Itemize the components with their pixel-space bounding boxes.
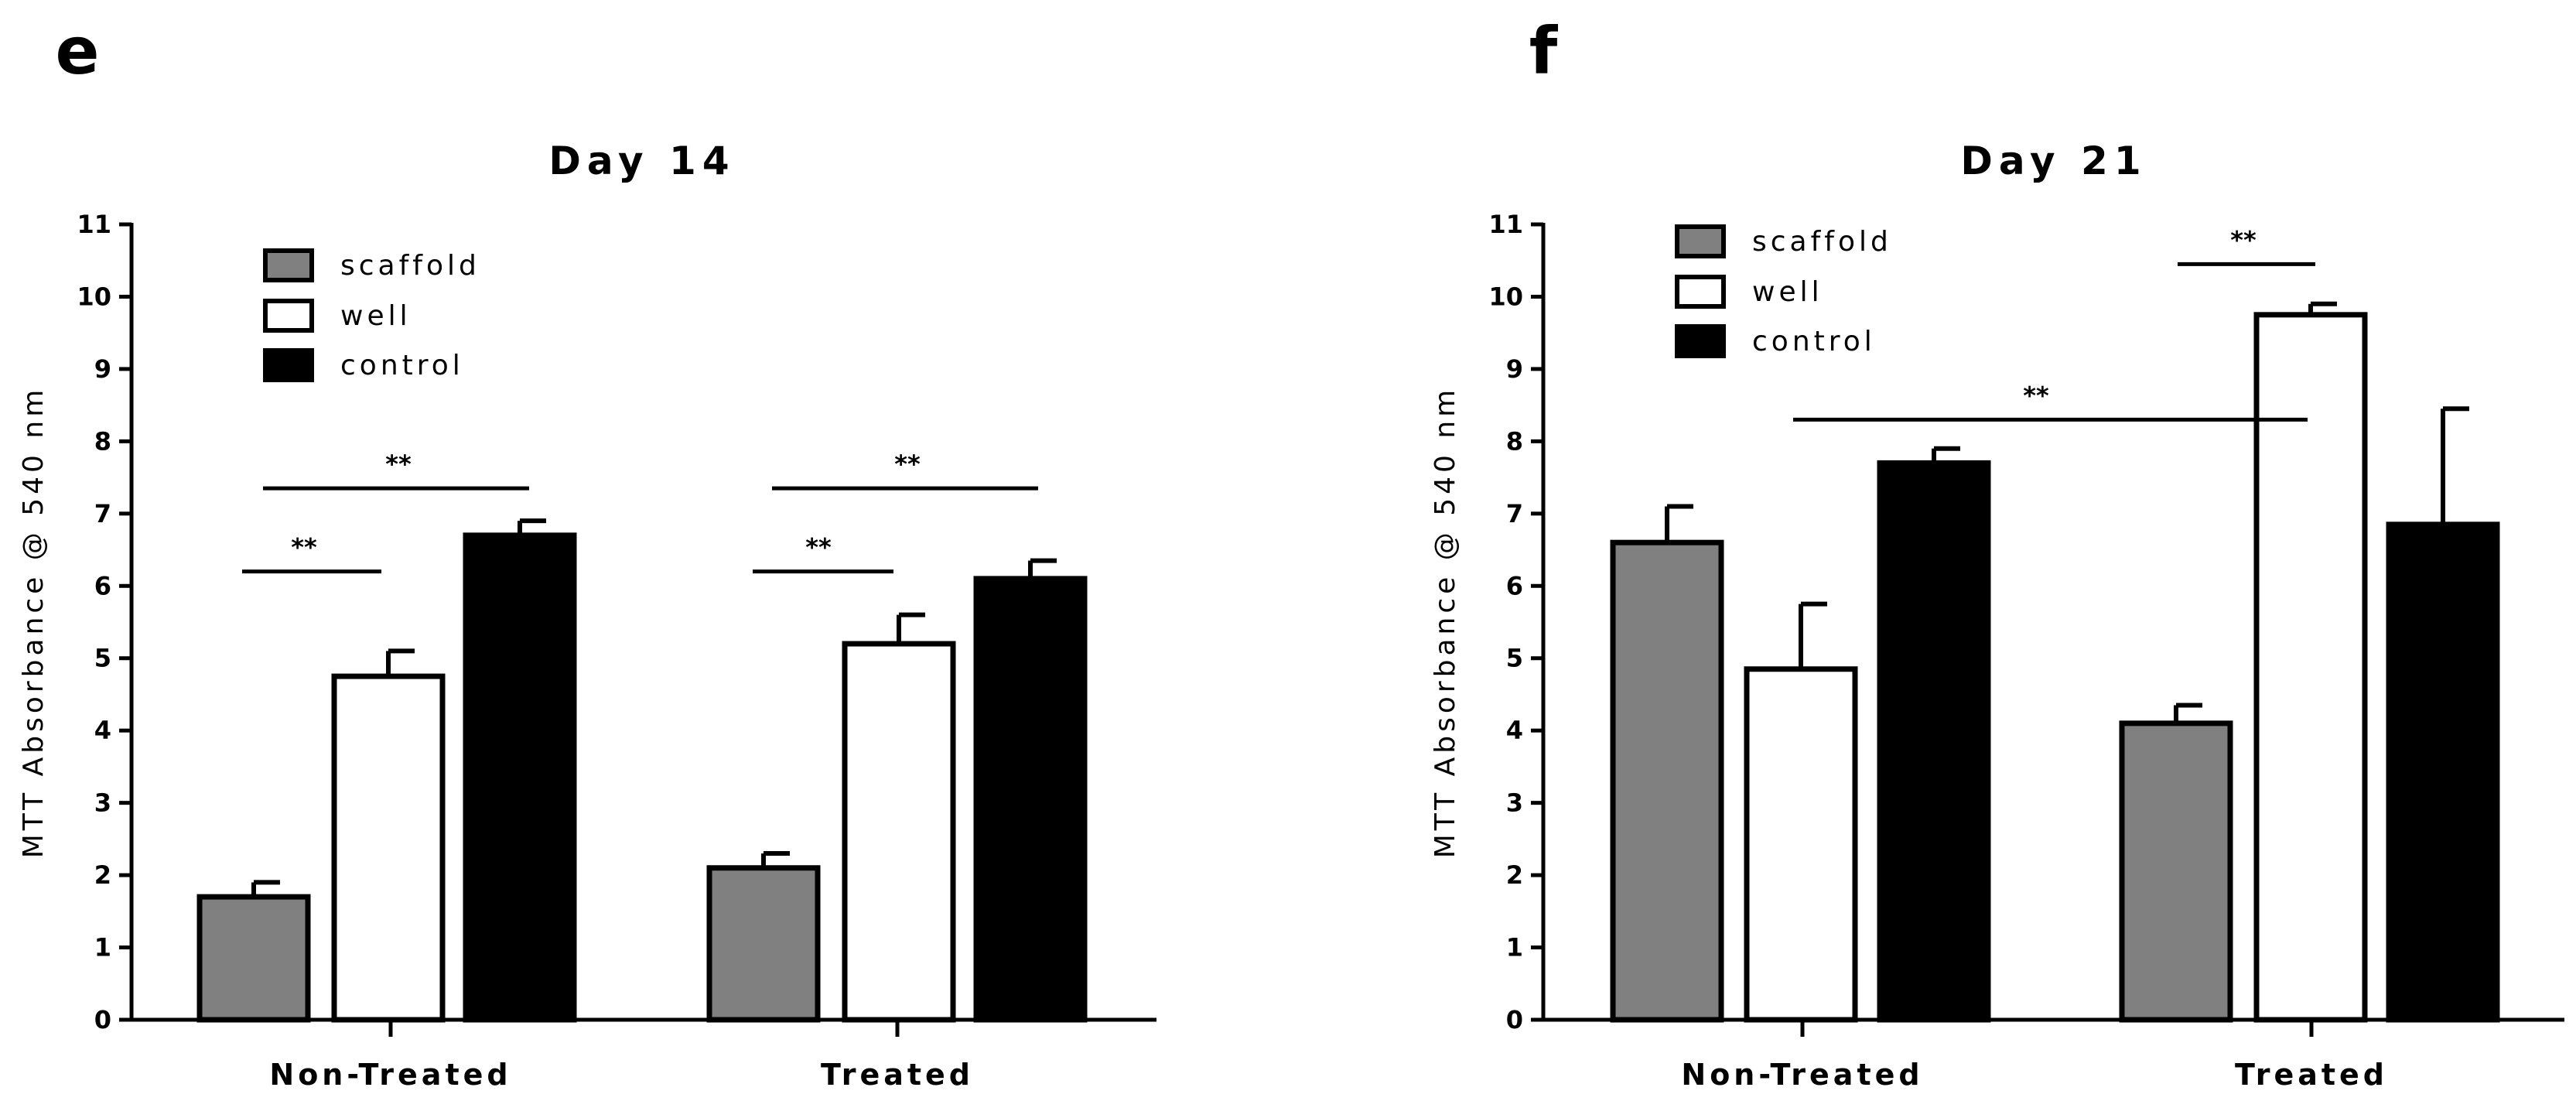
bar-well	[842, 641, 956, 1023]
significance-label: **	[2230, 225, 2257, 255]
y-tick-label: 1	[94, 933, 111, 963]
legend-swatch-scaffold	[1675, 224, 1726, 258]
y-tick-label: 11	[1488, 210, 1523, 239]
significance-label: **	[805, 533, 832, 562]
y-axis-label: MTT Absorbance @ 540 nm	[1430, 386, 1461, 859]
chart-f: f Day 21 MTT Absorbance @ 540 nm 0 1 2 3 4 5 6 7 8 9…	[1430, 13, 2564, 1092]
bar-scaffold	[196, 894, 311, 1023]
chart-e: e Day 14 MTT Absorbance @ 540 nm 0 1 2 3 4 5 6 7 8 9…	[18, 13, 1156, 1092]
legend-swatch-well	[1675, 275, 1726, 309]
bar-control	[1877, 460, 1991, 1023]
bar-scaffold	[706, 865, 821, 1023]
y-tick-label: 1	[1506, 933, 1523, 963]
y-tick-label: 4	[94, 716, 111, 745]
y-tick-label: 10	[1488, 282, 1523, 311]
legend-swatch-well	[263, 299, 314, 333]
x-category-label: Non-Treated	[1681, 1058, 1923, 1092]
legend-swatch-control	[263, 348, 314, 382]
panel-label: f	[1529, 13, 1559, 89]
y-axis-label: MTT Absorbance @ 540 nm	[18, 386, 50, 859]
chart-title: Day 14	[548, 138, 735, 183]
x-category-label: Treated	[821, 1058, 974, 1092]
y-tick-label: 8	[94, 426, 111, 456]
chart-title: Day 21	[1960, 138, 2147, 183]
y-tick-label: 11	[77, 210, 111, 239]
y-tick-label: 7	[1506, 499, 1523, 528]
y-tick-label: 3	[94, 788, 111, 818]
x-category-label: Treated	[2235, 1058, 2388, 1092]
y-tick-label: 5	[94, 644, 111, 673]
bar-control	[2386, 521, 2500, 1023]
legend-swatch-scaffold	[263, 248, 314, 282]
bar-scaffold	[2119, 720, 2233, 1023]
y-tick-label: 9	[94, 354, 111, 384]
significance-label: **	[2023, 381, 2049, 410]
legend-label: well	[1752, 276, 1823, 308]
y-tick-label: 0	[94, 1005, 111, 1034]
y-tick-label: 9	[1506, 354, 1523, 384]
y-tick-label: 3	[1506, 788, 1523, 818]
y-tick-label: 6	[1506, 571, 1523, 600]
significance-label: **	[894, 450, 921, 479]
panel-label: e	[56, 13, 100, 89]
y-tick-label: 2	[94, 860, 111, 890]
legend-label: scaffold	[1752, 226, 1892, 258]
legend-label: control	[1752, 326, 1876, 357]
y-tick-label: 6	[94, 571, 111, 600]
y-tick-label: 0	[1506, 1005, 1523, 1034]
x-category-label: Non-Treated	[269, 1058, 511, 1092]
bar-well	[331, 673, 446, 1023]
significance-label: **	[291, 533, 317, 562]
y-tick-label: 7	[94, 499, 111, 528]
bar-scaffold	[1610, 539, 1724, 1023]
significance-label: **	[385, 450, 412, 479]
bar-control	[463, 532, 577, 1023]
legend-label: scaffold	[340, 250, 480, 282]
y-tick-label: 4	[1506, 716, 1523, 745]
y-tick-label: 10	[77, 282, 111, 311]
bar-well	[1744, 666, 1858, 1023]
y-tick-label: 2	[1506, 860, 1523, 890]
legend-swatch-control	[1675, 324, 1726, 358]
y-tick-label: 8	[1506, 426, 1523, 456]
bar-well	[2253, 312, 2368, 1023]
bar-control	[973, 576, 1088, 1023]
legend-label: well	[340, 300, 412, 332]
y-tick-label: 5	[1506, 644, 1523, 673]
legend-label: control	[340, 350, 464, 381]
